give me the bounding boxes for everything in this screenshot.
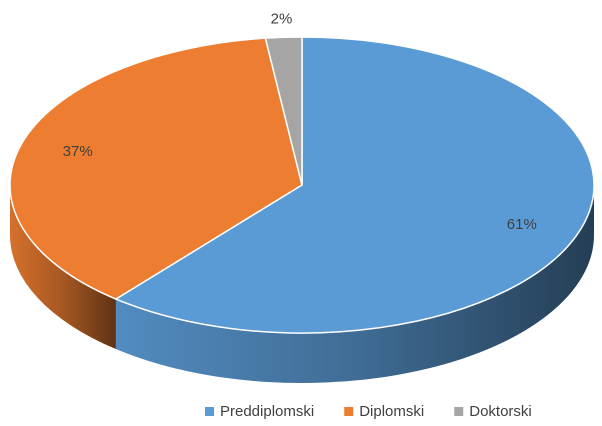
- pie-side-shade: [10, 185, 116, 350]
- data-label: 37%: [63, 143, 93, 160]
- data-label: 61%: [507, 216, 537, 233]
- legend-swatch: [344, 407, 354, 416]
- pie-slice: [264, 36, 303, 186]
- legend-label: Diplomski: [359, 403, 424, 420]
- pie-tops: [9, 36, 595, 334]
- data-labels: 61% 37% 2%: [63, 11, 537, 234]
- pie-sides: [10, 185, 594, 383]
- legend-label: Doktorski: [469, 403, 532, 420]
- legend-swatch: [205, 407, 214, 416]
- pie-slice: [9, 37, 303, 300]
- pie-slice: [114, 36, 595, 334]
- legend-swatch: [454, 407, 464, 416]
- legend: Preddiplomski Diplomski Doktorski: [205, 403, 532, 420]
- legend-label: Preddiplomski: [220, 403, 314, 420]
- pie-side-shade: [115, 185, 594, 383]
- data-label: 2%: [271, 11, 293, 28]
